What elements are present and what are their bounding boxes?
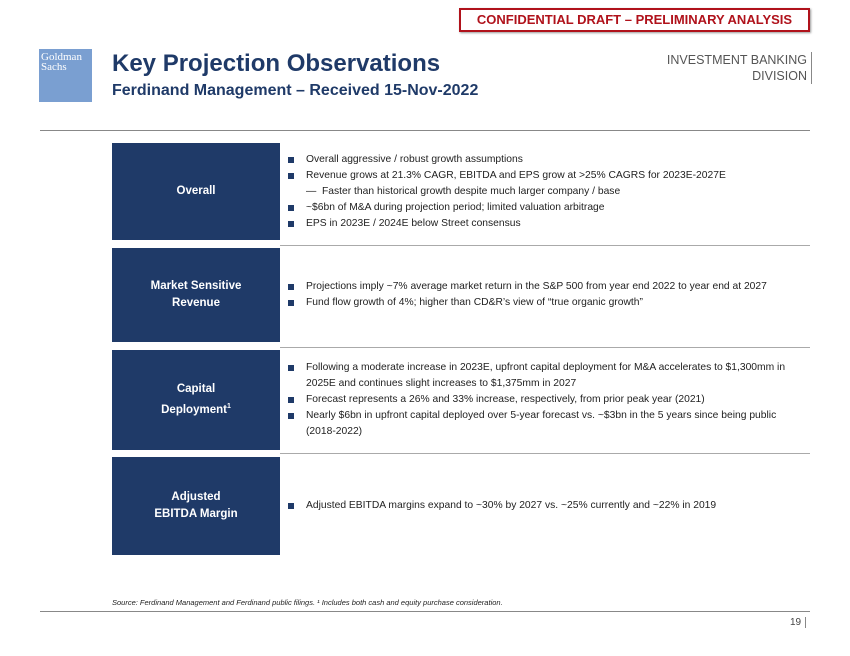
row-label-adjusted-ebitda-margin: Adjusted EBITDA Margin (112, 457, 280, 555)
item-text: Faster than historical growth despite mu… (322, 185, 621, 197)
bullet-item: Fund flow growth of 4%; higher than CD&R… (288, 295, 798, 311)
sub-bullet-item: — Faster than historical growth despite m… (288, 184, 798, 200)
bullet-item: ~$6bn of M&A during projection period; l… (288, 200, 798, 216)
footer-divider (40, 611, 810, 612)
label-text: Capital Deployment1 (152, 381, 240, 419)
division-line1: INVESTMENT BANKING (666, 53, 807, 67)
bullet-item: Revenue grows at 21.3% CAGR, EBITDA and … (288, 168, 798, 184)
item-text: Nearly $6bn in upfront capital deployed … (306, 410, 777, 437)
item-text: Projections imply ~7% average market ret… (306, 281, 767, 292)
item-text: Following a moderate increase in 2023E, … (306, 362, 786, 389)
bullet-item: Projections imply ~7% average market ret… (288, 279, 798, 295)
item-text: Adjusted EBITDA margins expand to ~30% b… (306, 500, 717, 511)
source-footnote: Source: Ferdinand Management and Ferdina… (112, 598, 503, 607)
label-text: Market Sensitive Revenue (150, 280, 242, 309)
bullet-item: Following a moderate increase in 2023E, … (288, 360, 798, 392)
item-text: Forecast represents a 26% and 33% increa… (306, 394, 705, 405)
row-content: Following a moderate increase in 2023E, … (288, 350, 798, 450)
label-text: Overall (176, 185, 216, 197)
page-number: 19 (790, 617, 807, 628)
bullet-item: EPS in 2023E / 2024E below Street consen… (288, 216, 798, 232)
label-main: Capital Deployment (161, 383, 227, 416)
row-content: Adjusted EBITDA margins expand to ~30% b… (288, 457, 798, 555)
item-text: ~$6bn of M&A during projection period; l… (306, 201, 605, 213)
confidential-banner: CONFIDENTIAL DRAFT – PRELIMINARY ANALYSI… (459, 8, 810, 32)
item-text: Overall aggressive / robust growth assum… (306, 153, 523, 165)
row-divider (280, 453, 810, 454)
bullet-item: Nearly $6bn in upfront capital deployed … (288, 408, 798, 440)
bullet-item: Forecast represents a 26% and 33% increa… (288, 392, 798, 408)
item-text: Revenue grows at 21.3% CAGR, EBITDA and … (306, 169, 726, 181)
row-divider (280, 245, 810, 246)
item-text: EPS in 2023E / 2024E below Street consen… (306, 217, 521, 229)
item-text: Fund flow growth of 4%; higher than CD&R… (306, 297, 643, 308)
page-subtitle: Ferdinand Management – Received 15-Nov-2… (112, 82, 479, 99)
page-title: Key Projection Observations (112, 50, 441, 77)
row-content: Projections imply ~7% average market ret… (288, 248, 798, 342)
division-line2: DIVISION (752, 69, 807, 83)
label-text: Adjusted EBITDA Margin (154, 491, 238, 520)
bullet-item: Overall aggressive / robust growth assum… (288, 152, 798, 168)
row-divider (280, 347, 810, 348)
footnote-marker: 1 (226, 403, 231, 411)
row-label-capital-deployment: Capital Deployment1 (112, 350, 280, 450)
goldman-sachs-logo: Goldman Sachs (39, 49, 92, 102)
division-label: INVESTMENT BANKING DIVISION (667, 52, 812, 84)
row-label-market-sensitive-revenue: Market Sensitive Revenue (112, 248, 280, 342)
dash-icon: — (306, 185, 317, 197)
bullet-item: Adjusted EBITDA margins expand to ~30% b… (288, 498, 798, 514)
header-divider (40, 130, 810, 131)
row-content: Overall aggressive / robust growth assum… (288, 143, 798, 240)
row-label-overall: Overall (112, 143, 280, 240)
